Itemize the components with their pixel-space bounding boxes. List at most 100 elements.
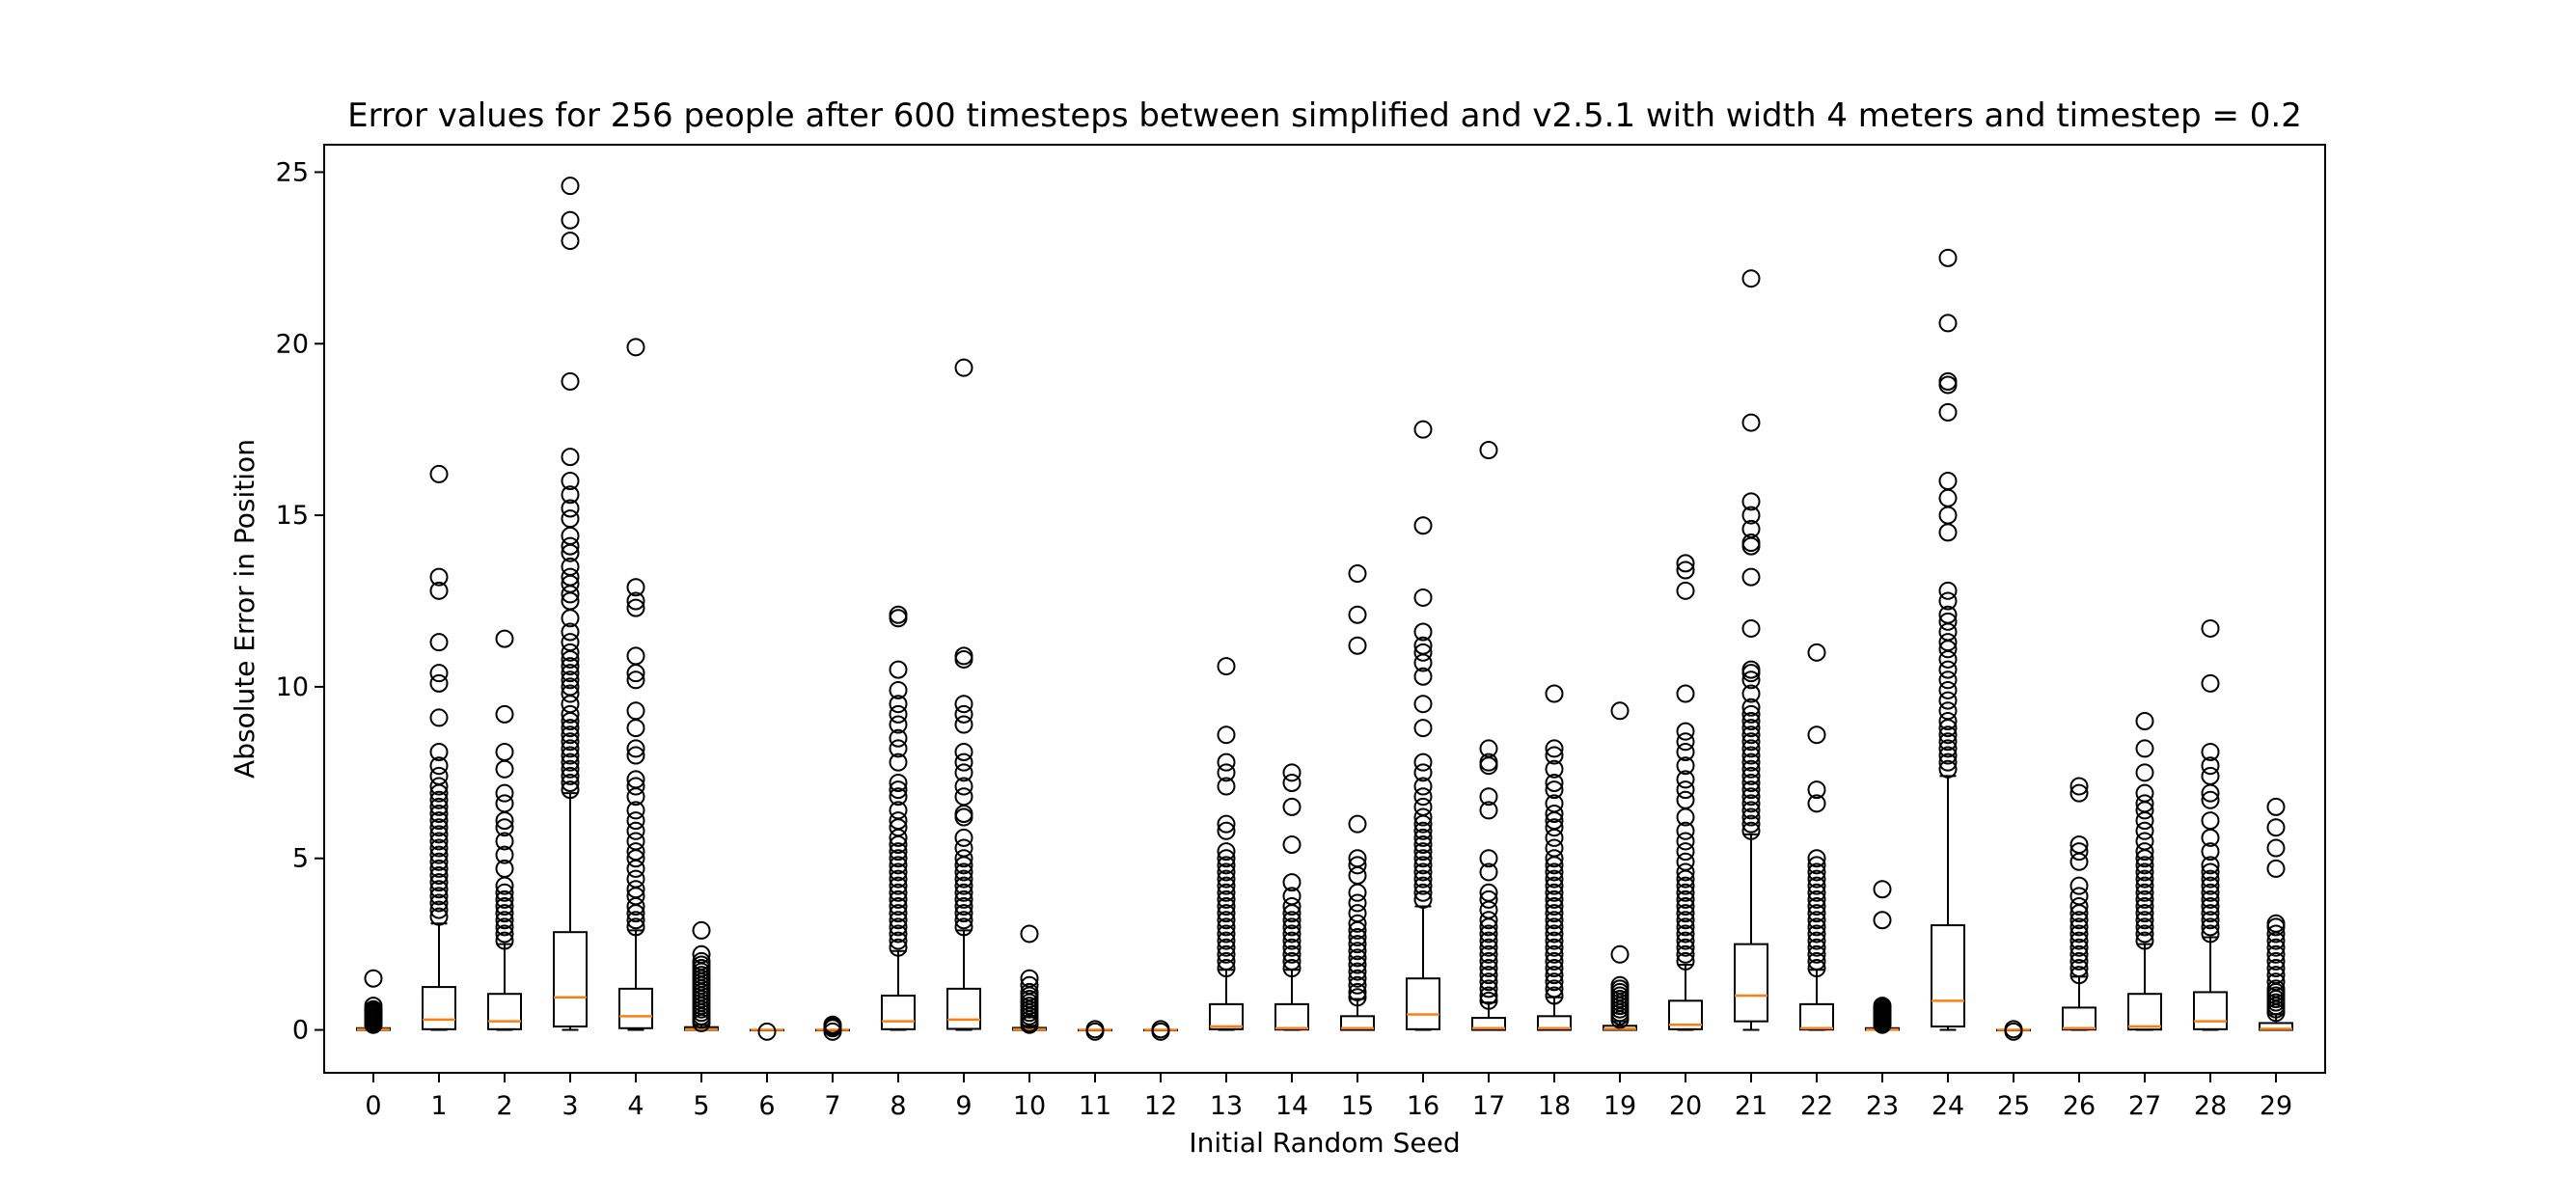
flier-point bbox=[1938, 402, 1958, 422]
flier-point bbox=[626, 338, 645, 357]
flier-point bbox=[1676, 911, 1695, 930]
flier-point bbox=[2266, 838, 2286, 858]
flier-point bbox=[429, 797, 449, 816]
flier-point bbox=[1610, 975, 1630, 995]
flier-point bbox=[1348, 955, 1367, 974]
flier-point bbox=[1217, 904, 1236, 923]
flier-point bbox=[1741, 269, 1761, 288]
flier-point bbox=[1741, 739, 1761, 758]
flier-point bbox=[561, 371, 580, 391]
flier-point bbox=[1938, 670, 1958, 690]
box bbox=[2127, 993, 2162, 1031]
flier-point bbox=[1610, 944, 1630, 964]
flier-point bbox=[1413, 777, 1433, 796]
flier-point bbox=[1741, 660, 1761, 679]
flier-point bbox=[2135, 883, 2154, 902]
flier-point bbox=[1676, 780, 1695, 800]
flier-point bbox=[1348, 564, 1367, 584]
box-group-seed-24 bbox=[1931, 248, 1965, 1031]
flier-point bbox=[626, 739, 645, 758]
y-axis: 0 5 10 15 20 25 bbox=[276, 157, 324, 1046]
flier-point bbox=[1479, 972, 1498, 992]
flier-point bbox=[1282, 917, 1302, 937]
flier-point bbox=[1348, 814, 1367, 834]
flier-point bbox=[1479, 979, 1498, 999]
flier-point bbox=[2069, 842, 2089, 862]
flier-point bbox=[1807, 904, 1826, 923]
flier-point bbox=[954, 883, 973, 902]
flier-point bbox=[1217, 763, 1236, 782]
flier-point bbox=[1282, 951, 1302, 971]
flier-point bbox=[1545, 883, 1564, 902]
flier-point bbox=[1282, 911, 1302, 930]
flier-point bbox=[626, 591, 645, 611]
flier-point bbox=[561, 746, 580, 765]
flier-point bbox=[2135, 911, 2154, 930]
box bbox=[1406, 977, 1440, 1030]
box bbox=[1471, 1017, 1506, 1031]
flier-point bbox=[1282, 887, 1302, 906]
flier-point bbox=[1938, 371, 1958, 391]
x-tick-label: 20 bbox=[1669, 1091, 1702, 1121]
flier-point bbox=[429, 838, 449, 858]
flier-point bbox=[1676, 897, 1695, 917]
flier-point bbox=[626, 578, 645, 597]
flier-point bbox=[429, 777, 449, 796]
flier-point bbox=[1479, 986, 1498, 1005]
flier-point bbox=[1741, 759, 1761, 779]
flier-point bbox=[954, 715, 973, 734]
flier-point bbox=[2069, 944, 2089, 964]
flier-point bbox=[1217, 951, 1236, 971]
flier-point bbox=[626, 842, 645, 862]
flier-point bbox=[626, 869, 645, 889]
flier-point bbox=[626, 770, 645, 789]
flier-point bbox=[2201, 842, 2220, 862]
flier-point bbox=[626, 746, 645, 765]
flier-point bbox=[495, 889, 514, 909]
flier-point bbox=[1348, 914, 1367, 933]
flier-point bbox=[1676, 944, 1695, 964]
flier-point bbox=[2069, 931, 2089, 950]
flier-point bbox=[626, 777, 645, 796]
flier-point bbox=[1413, 835, 1433, 855]
flier-point bbox=[1282, 873, 1302, 892]
flier-point bbox=[429, 742, 449, 761]
flier-point bbox=[1741, 567, 1761, 587]
flier-point bbox=[626, 880, 645, 899]
flier-point bbox=[889, 889, 908, 909]
flier-point bbox=[1741, 752, 1761, 772]
x-tick-label: 24 bbox=[1932, 1091, 1964, 1121]
flier-point bbox=[2135, 904, 2154, 923]
flier-point bbox=[1348, 605, 1367, 624]
x-tick-label: 5 bbox=[693, 1091, 709, 1121]
flier-point bbox=[1807, 938, 1826, 957]
flier-point bbox=[1807, 780, 1826, 800]
x-tick-label: 21 bbox=[1735, 1091, 1768, 1121]
flier-point bbox=[889, 752, 908, 772]
flier-point bbox=[1348, 893, 1367, 913]
flier-point bbox=[1807, 862, 1826, 882]
flier-point bbox=[2069, 959, 2089, 978]
flier-point bbox=[954, 763, 973, 782]
flier-point bbox=[1676, 852, 1695, 871]
box-group-seed-21 bbox=[1734, 269, 1768, 1031]
flier-point bbox=[2069, 887, 2089, 906]
flier-point bbox=[1282, 797, 1302, 816]
flier-point bbox=[1741, 413, 1761, 432]
flier-point bbox=[1807, 917, 1826, 937]
flier-point bbox=[429, 866, 449, 886]
flier-point bbox=[1938, 711, 1958, 730]
flier-point bbox=[1282, 931, 1302, 950]
flier-point bbox=[2201, 917, 2220, 937]
x-tick-label: 7 bbox=[824, 1091, 840, 1121]
flier-point bbox=[1217, 842, 1236, 862]
flier-point bbox=[1938, 605, 1958, 624]
flier-point bbox=[954, 752, 973, 772]
flier-point bbox=[1938, 581, 1958, 600]
flier-point bbox=[1282, 944, 1302, 964]
flier-point bbox=[2069, 876, 2089, 895]
box-group-seed-2 bbox=[487, 629, 522, 1031]
flier-point bbox=[1807, 643, 1826, 662]
flier-point bbox=[2069, 966, 2089, 985]
flier-point bbox=[429, 804, 449, 823]
